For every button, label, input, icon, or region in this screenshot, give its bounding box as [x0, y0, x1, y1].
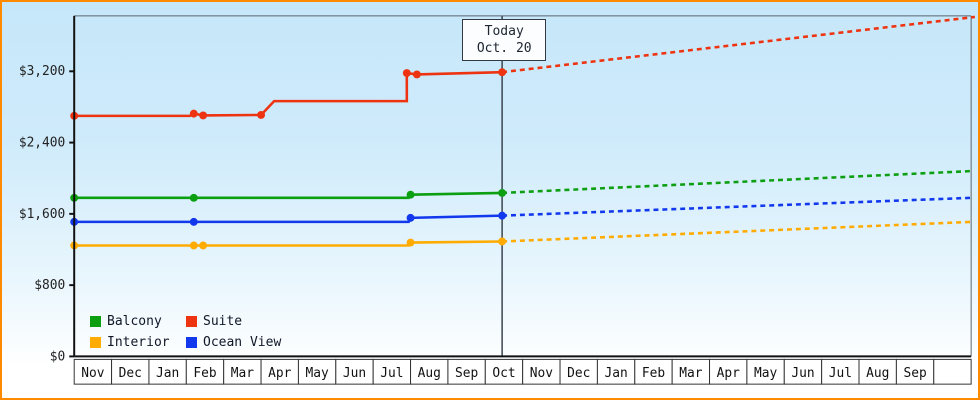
series-marker-balcony [498, 188, 507, 197]
y-tick-label: $0 [50, 349, 65, 364]
series-marker-ocean-view [498, 211, 507, 220]
month-cell [73, 358, 113, 385]
series-marker-ocean-view [189, 217, 198, 226]
month-cell [933, 358, 972, 385]
series-line-ocean-view [74, 214, 503, 224]
month-cell [783, 358, 823, 385]
today-annotation: Today Oct. 20 [462, 19, 547, 61]
month-label: Mar [679, 366, 702, 381]
legend-swatch [90, 316, 101, 327]
month-label: Sep [903, 366, 926, 381]
series-line-interior [74, 240, 503, 247]
legend-label: Balcony [107, 314, 162, 329]
month-cell [746, 358, 785, 385]
legend-swatch [90, 337, 101, 348]
month-cell [372, 358, 412, 385]
month-label: Jun [343, 366, 366, 381]
legend-label: Suite [203, 314, 243, 329]
series-marker-suite [412, 70, 421, 79]
month-label: Apr [717, 366, 740, 381]
month-label: Sep [455, 366, 478, 381]
month-label: Dec [119, 366, 142, 381]
series-marker-balcony [406, 190, 415, 199]
y-tick-label: $3,200 [19, 64, 65, 79]
series-forecast-interior [502, 220, 972, 243]
legend-item-interior: Interior [90, 333, 186, 352]
month-label: Aug [866, 366, 889, 381]
legend-label: Ocean View [203, 335, 282, 350]
month-cell [335, 358, 374, 385]
month-label: Jan [156, 366, 179, 381]
series-line-suite [74, 70, 503, 118]
y-tick-label: $2,400 [19, 136, 65, 151]
series-forecast-balcony [502, 169, 972, 195]
legend-swatch [186, 337, 197, 348]
month-cell [297, 358, 337, 385]
month-cell [671, 358, 711, 385]
legend-swatch [186, 316, 197, 327]
legend-item-suite: Suite [186, 312, 281, 331]
series-forecast-ocean-view [502, 196, 972, 217]
series-marker-suite [189, 109, 198, 118]
month-cell [709, 358, 748, 385]
month-label: Jul [829, 366, 852, 381]
y-tick-label: $800 [34, 278, 65, 293]
series-marker-balcony [189, 193, 198, 202]
month-cell [559, 358, 598, 385]
month-cell [111, 358, 150, 385]
month-label: May [754, 366, 777, 381]
legend-item-balcony: Balcony [90, 312, 186, 331]
month-cell [148, 358, 187, 385]
month-label: Dec [567, 366, 590, 381]
month-label: Jul [380, 366, 403, 381]
month-label: Feb [642, 366, 665, 381]
month-cell [484, 358, 524, 385]
month-cell [522, 358, 561, 385]
month-label: Apr [268, 366, 291, 381]
legend-label: Interior [107, 335, 170, 350]
series-marker-interior [189, 241, 198, 250]
series-marker-suite [199, 111, 208, 120]
y-tick-label: $1,600 [19, 207, 65, 222]
series-line-balcony [74, 191, 503, 200]
series-forecast-suite [501, 15, 976, 74]
series-marker-interior [406, 238, 415, 247]
series-marker-suite [257, 110, 266, 119]
today-annotation-date: Oct. 20 [476, 41, 532, 56]
month-cell [895, 358, 935, 385]
month-label: Mar [231, 366, 254, 381]
month-label: May [306, 366, 329, 381]
month-label: Jan [604, 366, 627, 381]
series-marker-suite [498, 68, 507, 77]
chart-legend: Balcony Suite Interior Ocean View [90, 312, 281, 352]
series-marker-ocean-view [406, 213, 415, 222]
month-label: Nov [530, 366, 553, 381]
month-label: Aug [418, 366, 441, 381]
month-cell [223, 358, 262, 385]
month-label: Nov [81, 366, 104, 381]
series-marker-suite [402, 69, 411, 78]
month-label: Feb [193, 366, 216, 381]
today-annotation-title: Today [484, 24, 524, 39]
series-marker-interior [199, 241, 208, 250]
series-marker-interior [498, 237, 507, 246]
month-label: Oct [492, 366, 515, 381]
month-label: Jun [791, 366, 814, 381]
legend-item-ocean-view: Ocean View [186, 333, 281, 352]
month-cell [447, 358, 486, 385]
